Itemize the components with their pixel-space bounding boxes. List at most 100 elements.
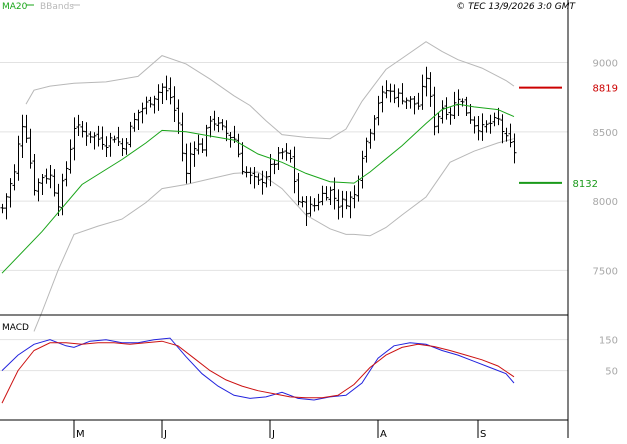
price-bar (392, 84, 397, 104)
price-bar (340, 190, 345, 218)
price-bar (64, 161, 69, 187)
price-bar (476, 116, 481, 141)
price-bar (336, 189, 341, 220)
price-bar (416, 92, 421, 110)
price-bar (348, 191, 353, 219)
price-bar (172, 86, 177, 123)
price-bar (28, 128, 33, 169)
moving-average (1, 103, 515, 274)
ma20-line (1, 103, 515, 274)
macd-lines: MACD (1, 323, 515, 404)
price-bar (376, 95, 381, 126)
price-bar (36, 178, 41, 202)
price-bar (44, 168, 49, 184)
price-bar (216, 116, 221, 133)
price-bar (424, 66, 429, 97)
price-tick-label: 9000 (593, 59, 618, 70)
price-bar (512, 133, 517, 164)
price-bar (164, 75, 169, 101)
price-bar (208, 115, 213, 138)
price-bar (252, 166, 257, 189)
price-bar (80, 120, 85, 138)
price-bar (204, 124, 209, 157)
price-bar (496, 107, 501, 126)
price-tick-label: 8500 (593, 128, 618, 139)
x-tick-label: S (480, 429, 486, 440)
price-bar (388, 83, 393, 103)
price-bar (24, 114, 29, 143)
price-bar (360, 150, 365, 189)
price-bar (436, 113, 441, 134)
price-bar (316, 193, 321, 211)
price-bar (112, 135, 117, 143)
price-bar (52, 169, 57, 197)
price-bar (448, 107, 453, 125)
grid-lines (0, 62, 568, 372)
macd-tick-label: 150 (599, 336, 618, 347)
price-bar (472, 116, 477, 134)
price-bar (100, 126, 105, 150)
price-bar (276, 146, 281, 171)
price-bar (332, 177, 337, 210)
legend-ma20: MA20 (2, 2, 28, 12)
legend-bbands: BBands (40, 2, 74, 12)
price-bar (72, 117, 77, 161)
macd-title: MACD (2, 323, 29, 333)
price-bar (320, 185, 325, 206)
price-bar (120, 138, 125, 157)
bollinger-lower-line (33, 138, 515, 332)
price-bar (284, 143, 289, 161)
price-bar (176, 99, 181, 134)
price-bar (148, 96, 153, 108)
price-bar (92, 132, 97, 150)
price-bar (344, 191, 349, 210)
price-bar (40, 174, 45, 196)
price-bar (288, 149, 293, 163)
bollinger-upper-line (25, 41, 515, 140)
price-bar (68, 139, 73, 174)
price-bar (160, 83, 165, 105)
price-bar (352, 185, 357, 209)
price-bar (508, 123, 513, 148)
price-bar (180, 112, 185, 162)
price-bar (212, 110, 217, 131)
price-bar (404, 97, 409, 110)
price-bar (480, 113, 485, 141)
price-bar (364, 137, 369, 163)
copyright-text: © TEC 13/9/2026 3:0 GMT (456, 2, 576, 12)
price-bar (312, 198, 317, 212)
price-bar (104, 136, 109, 158)
price-bar (456, 89, 461, 117)
price-bar (188, 142, 193, 184)
price-bar (420, 74, 425, 110)
price-bar (244, 166, 249, 178)
price-bar (32, 153, 37, 196)
price-bar (260, 170, 265, 195)
axis-labels: 9000 8500 8000 7500 150 50 M J J A S (73, 59, 618, 440)
price-bar (308, 196, 313, 217)
x-tick-label: J (163, 429, 167, 440)
price-bar (256, 173, 261, 185)
price-bar (8, 178, 13, 208)
price-bar (300, 196, 305, 208)
price-bar (108, 132, 113, 157)
price-bar (324, 186, 329, 201)
price-bar (264, 171, 269, 188)
price-bar (196, 134, 201, 155)
price-levels: 8819 8132 (519, 84, 618, 190)
price-bars (0, 66, 517, 227)
price-bar (0, 203, 5, 214)
price-bar (380, 85, 385, 113)
price-tick-label: 8000 (593, 197, 618, 208)
price-bar (296, 172, 301, 206)
macd-tick-label: 50 (605, 367, 618, 378)
price-bar (492, 112, 497, 127)
price-bar (304, 195, 309, 227)
price-bar (412, 95, 417, 115)
price-bar (408, 96, 413, 109)
price-bar (136, 109, 141, 130)
price-bar (428, 72, 433, 107)
price-bar (156, 84, 161, 111)
